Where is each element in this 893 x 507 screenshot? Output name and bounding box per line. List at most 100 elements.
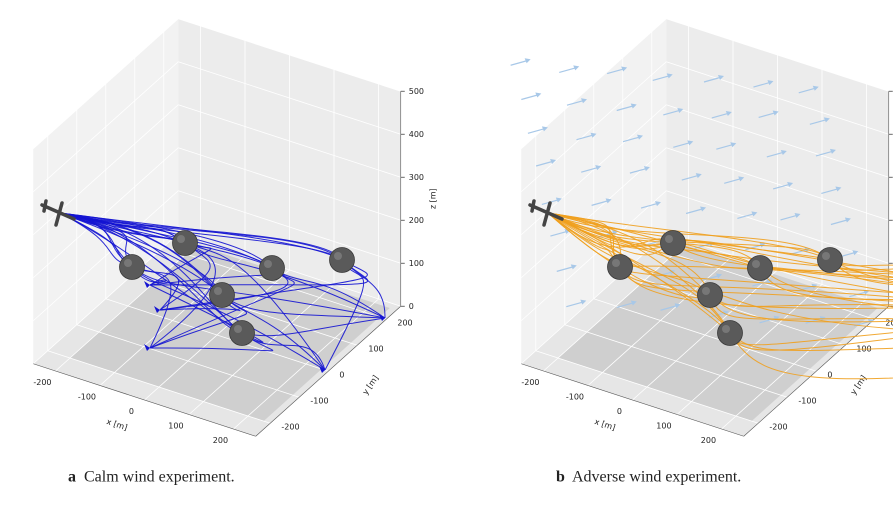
waypoint-sphere <box>172 230 198 256</box>
panel: -200 -100 0 100 200 -200 -100 0 100 200 0 100 200 300… <box>32 18 437 445</box>
sphere-highlight <box>334 252 342 260</box>
wind-arrow <box>766 151 785 158</box>
x-tick-label: 200 <box>213 436 228 445</box>
wind-arrow <box>724 177 743 184</box>
x-tick-label: 0 <box>617 407 622 416</box>
wind-arrow <box>830 218 850 226</box>
wind-arrowhead <box>535 92 542 98</box>
wind-arrowhead <box>717 74 724 80</box>
axis-line <box>521 363 744 437</box>
wind-arrow <box>759 317 778 324</box>
wind-arrow <box>716 143 735 150</box>
wind-arrowhead <box>541 126 548 132</box>
grid-line <box>666 61 889 135</box>
waypoint-sphere <box>717 320 743 346</box>
sphere-highlight <box>234 325 242 333</box>
z-tick-label: 500 <box>409 87 424 96</box>
wind-arrowhead <box>829 148 836 154</box>
wind-arrow <box>527 127 547 134</box>
waypoint-sphere <box>697 282 723 308</box>
z-tick-label: 100 <box>409 259 424 268</box>
y-tick-label: -200 <box>281 422 299 431</box>
wind-arrow <box>556 265 575 272</box>
wind-arrowhead <box>772 110 779 116</box>
trajectory <box>547 212 893 275</box>
wind-arrowhead <box>674 303 681 309</box>
wind-arrowhead <box>725 110 732 116</box>
panel-caption: Adverse wind experiment. <box>572 469 741 486</box>
z-tick-label: 400 <box>409 130 424 139</box>
wind-arrow <box>559 66 578 74</box>
wind-arrowhead <box>555 197 562 203</box>
wind-arrowhead <box>595 165 602 171</box>
wind-arrowhead <box>687 140 694 146</box>
wind-arrow <box>711 112 730 119</box>
y-tick-label: 200 <box>397 318 412 327</box>
wind-arrowhead <box>722 310 729 316</box>
wind-arrow <box>753 81 772 88</box>
wind-arrowhead <box>550 159 557 165</box>
x-tick-label: 0 <box>129 407 134 416</box>
grid-line <box>520 233 667 365</box>
grid-line <box>178 18 401 92</box>
wind-arrowhead <box>700 206 707 212</box>
trajectory <box>59 212 386 319</box>
wind-arrowhead <box>780 149 787 155</box>
wind-arrowhead <box>767 80 774 86</box>
x-axis-label: x [m] <box>105 417 128 432</box>
x-tick-label: 100 <box>168 422 183 431</box>
wind-arrow <box>798 87 817 94</box>
wind-arrow <box>566 301 585 308</box>
y-tick-label: -100 <box>310 396 328 405</box>
wind-arrow <box>616 104 635 112</box>
sphere-highlight <box>264 260 272 268</box>
y-axis-label: y [m] <box>849 374 869 397</box>
trajectory-arrow <box>144 281 150 288</box>
wind-arrowhead <box>621 66 628 72</box>
wind-arrow <box>550 230 569 237</box>
grid-line <box>535 350 759 424</box>
wind-arrow <box>616 301 635 309</box>
wind-arrow <box>591 199 610 206</box>
wind-arrow <box>521 93 540 101</box>
wind-arrow <box>737 212 756 219</box>
wind-arrowhead <box>630 103 637 109</box>
wind-arrow <box>673 141 692 148</box>
wind-arrowhead <box>654 201 661 207</box>
z-tick-label: 300 <box>409 173 424 182</box>
trajectory <box>547 212 893 320</box>
trajectory <box>547 212 893 293</box>
aircraft <box>528 199 564 227</box>
wind-arrowhead <box>573 65 580 71</box>
wind-arrowhead <box>730 142 737 148</box>
wind-arrowhead <box>637 134 644 140</box>
panel-label: a <box>68 469 76 486</box>
wind-arrowhead <box>766 278 773 284</box>
grid-line <box>178 233 401 307</box>
grid-line <box>105 298 329 372</box>
wind-arrow <box>809 118 828 125</box>
wind-arrowhead <box>524 58 531 64</box>
trajectory-arrow <box>154 306 160 313</box>
wind-arrowhead <box>844 217 851 223</box>
sphere-highlight <box>177 235 185 243</box>
sphere-highlight <box>752 260 760 268</box>
grid-line <box>666 190 889 264</box>
grid-line <box>32 61 179 193</box>
trajectory <box>547 212 893 380</box>
wind-arrowhead <box>605 198 612 204</box>
wind-arrow <box>752 280 771 287</box>
grid-line <box>593 298 817 372</box>
wind-arrowhead <box>643 166 650 172</box>
trajectory <box>547 212 893 351</box>
wind-arrow <box>815 150 835 157</box>
sphere-highlight <box>214 287 222 295</box>
grid-line <box>666 104 889 178</box>
wind-arrowhead <box>695 173 702 179</box>
x-tick-label: -100 <box>78 393 96 402</box>
wind-arrow <box>566 99 586 106</box>
wind-arrow <box>780 214 799 221</box>
wind-arrowhead <box>787 181 794 187</box>
x-axis-label: x [m] <box>593 417 616 432</box>
